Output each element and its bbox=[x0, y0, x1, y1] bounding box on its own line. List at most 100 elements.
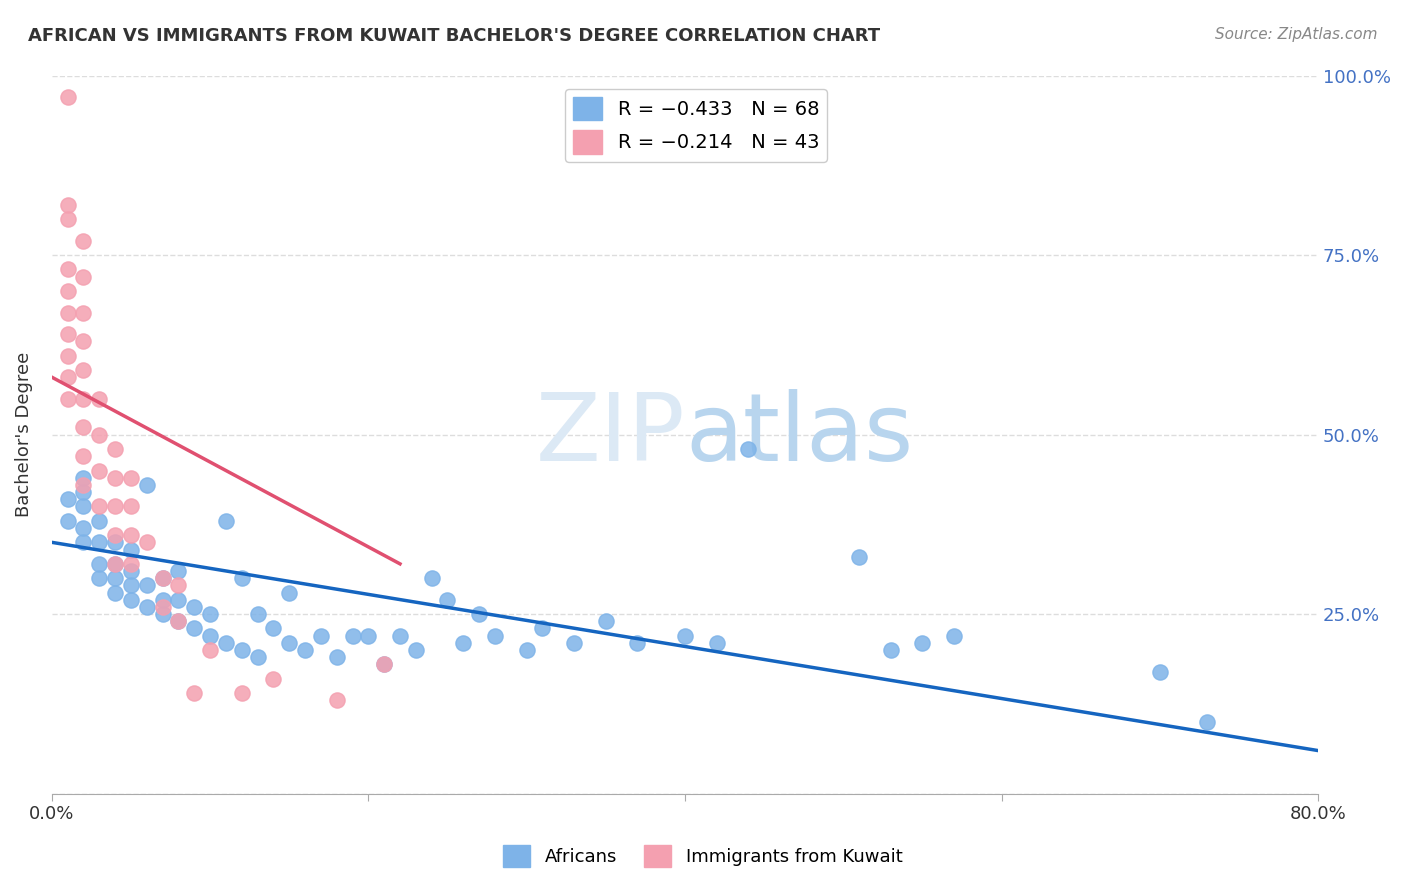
Point bbox=[72, 392, 94, 406]
Point bbox=[56, 392, 79, 406]
Point bbox=[198, 643, 221, 657]
Point bbox=[516, 643, 538, 657]
Point bbox=[167, 592, 190, 607]
Point bbox=[120, 592, 142, 607]
Point bbox=[104, 528, 127, 542]
Point bbox=[72, 478, 94, 492]
Point bbox=[56, 198, 79, 212]
Point bbox=[152, 599, 174, 614]
Point bbox=[56, 305, 79, 319]
Point bbox=[183, 686, 205, 700]
Point bbox=[943, 629, 966, 643]
Point bbox=[167, 578, 190, 592]
Text: atlas: atlas bbox=[685, 389, 912, 481]
Point bbox=[1149, 665, 1171, 679]
Point bbox=[262, 622, 284, 636]
Point bbox=[262, 672, 284, 686]
Point bbox=[246, 650, 269, 665]
Point bbox=[135, 578, 157, 592]
Point bbox=[104, 585, 127, 599]
Point bbox=[120, 578, 142, 592]
Point bbox=[167, 615, 190, 629]
Point bbox=[231, 643, 253, 657]
Point bbox=[120, 542, 142, 557]
Point bbox=[453, 636, 475, 650]
Point bbox=[72, 500, 94, 514]
Point bbox=[89, 571, 111, 585]
Point bbox=[104, 571, 127, 585]
Point bbox=[72, 305, 94, 319]
Point bbox=[89, 427, 111, 442]
Point bbox=[215, 514, 238, 528]
Point bbox=[72, 234, 94, 248]
Point bbox=[152, 607, 174, 621]
Point bbox=[56, 262, 79, 277]
Point bbox=[342, 629, 364, 643]
Text: AFRICAN VS IMMIGRANTS FROM KUWAIT BACHELOR'S DEGREE CORRELATION CHART: AFRICAN VS IMMIGRANTS FROM KUWAIT BACHEL… bbox=[28, 27, 880, 45]
Point bbox=[405, 643, 427, 657]
Point bbox=[198, 607, 221, 621]
Point bbox=[104, 557, 127, 571]
Point bbox=[152, 592, 174, 607]
Point bbox=[373, 657, 395, 672]
Point bbox=[56, 327, 79, 342]
Point bbox=[89, 557, 111, 571]
Point bbox=[152, 571, 174, 585]
Point bbox=[120, 528, 142, 542]
Point bbox=[89, 463, 111, 477]
Point bbox=[104, 471, 127, 485]
Point bbox=[673, 629, 696, 643]
Point bbox=[104, 442, 127, 456]
Point bbox=[706, 636, 728, 650]
Point bbox=[357, 629, 380, 643]
Point bbox=[562, 636, 585, 650]
Point bbox=[89, 514, 111, 528]
Point bbox=[278, 585, 301, 599]
Point bbox=[880, 643, 903, 657]
Point bbox=[848, 549, 870, 564]
Text: Source: ZipAtlas.com: Source: ZipAtlas.com bbox=[1215, 27, 1378, 42]
Text: ZIP: ZIP bbox=[536, 389, 685, 481]
Point bbox=[373, 657, 395, 672]
Point bbox=[246, 607, 269, 621]
Point bbox=[531, 622, 554, 636]
Point bbox=[626, 636, 648, 650]
Point bbox=[231, 686, 253, 700]
Point bbox=[420, 571, 443, 585]
Point bbox=[72, 521, 94, 535]
Point bbox=[56, 212, 79, 227]
Point bbox=[89, 392, 111, 406]
Point bbox=[911, 636, 934, 650]
Point bbox=[325, 693, 347, 707]
Point bbox=[388, 629, 411, 643]
Point bbox=[183, 622, 205, 636]
Point bbox=[72, 471, 94, 485]
Point bbox=[72, 535, 94, 549]
Point bbox=[135, 535, 157, 549]
Point bbox=[72, 269, 94, 284]
Point bbox=[436, 592, 458, 607]
Point bbox=[72, 449, 94, 463]
Point bbox=[72, 363, 94, 377]
Point bbox=[278, 636, 301, 650]
Point bbox=[135, 478, 157, 492]
Point bbox=[737, 442, 759, 456]
Point bbox=[56, 284, 79, 298]
Point bbox=[120, 564, 142, 578]
Point bbox=[309, 629, 332, 643]
Point bbox=[56, 349, 79, 363]
Point bbox=[595, 615, 617, 629]
Point bbox=[89, 500, 111, 514]
Point bbox=[120, 500, 142, 514]
Point bbox=[72, 485, 94, 500]
Point bbox=[215, 636, 238, 650]
Point bbox=[231, 571, 253, 585]
Point bbox=[120, 471, 142, 485]
Point bbox=[56, 514, 79, 528]
Point bbox=[198, 629, 221, 643]
Legend: Africans, Immigrants from Kuwait: Africans, Immigrants from Kuwait bbox=[496, 838, 910, 874]
Point bbox=[167, 564, 190, 578]
Point bbox=[89, 535, 111, 549]
Point bbox=[183, 599, 205, 614]
Point bbox=[72, 420, 94, 434]
